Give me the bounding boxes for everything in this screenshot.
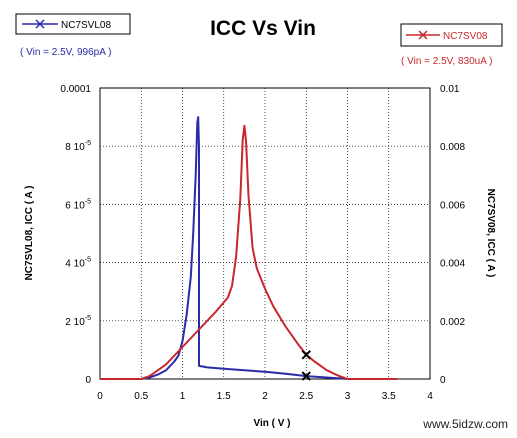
x-tick-label: 1.5 bbox=[217, 391, 231, 402]
series bbox=[100, 116, 397, 381]
y-tick-label-right: 0.004 bbox=[440, 259, 465, 270]
marker-nc7svl08 bbox=[301, 371, 311, 381]
y-tick-label-right: 0.008 bbox=[440, 142, 465, 153]
chart-title: ICC Vs Vin bbox=[210, 17, 316, 40]
series-line-nc7sv08 bbox=[100, 124, 397, 380]
legend-box-nc7svl08 bbox=[15, 13, 131, 35]
legend-marker-nc7svl08 bbox=[35, 19, 45, 29]
y-tick-label-left: 8 10-5 bbox=[65, 140, 91, 153]
x-tick-label: 3.5 bbox=[382, 391, 396, 402]
plot-frame bbox=[99, 87, 431, 380]
y-tick-label-left: 0.0001 bbox=[60, 84, 91, 95]
y-tick-label-left: 6 10-5 bbox=[65, 198, 91, 211]
legend-box-nc7sv08 bbox=[400, 23, 503, 47]
y-axis-label-right: NC7SV08, ICC ( A ) bbox=[485, 189, 496, 278]
marker-nc7sv08 bbox=[301, 350, 311, 360]
x-tick-label: 4 bbox=[427, 391, 433, 402]
x-axis-label: Vin ( V ) bbox=[253, 418, 290, 429]
legend-nc7sv08: NC7SV08 bbox=[400, 23, 503, 47]
grid bbox=[100, 88, 430, 379]
y-tick-label-right: 0 bbox=[440, 375, 446, 386]
note-nc7svl08: ( Vin = 2.5V, 996pA ) bbox=[20, 47, 111, 58]
note-nc7sv08: ( Vin = 2.5V, 830uA ) bbox=[401, 56, 492, 67]
x-tick-label: 0.5 bbox=[134, 391, 148, 402]
series-line-nc7svl08 bbox=[100, 116, 397, 380]
x-tick-label: 2 bbox=[262, 391, 268, 402]
y-tick-label-left: 4 10-5 bbox=[65, 257, 91, 270]
y-tick-label-right: 0.006 bbox=[440, 200, 465, 211]
y-tick-label-left: 0 bbox=[85, 375, 91, 386]
watermark: www.5idzw.com bbox=[422, 417, 508, 431]
x-tick-label: 2.5 bbox=[299, 391, 313, 402]
legend-nc7svl08: NC7SVL08 bbox=[15, 13, 131, 35]
x-tick-label: 1 bbox=[180, 391, 186, 402]
y-tick-label-right: 0.002 bbox=[440, 317, 465, 328]
x-tick-label: 0 bbox=[97, 391, 103, 402]
legend-label-nc7sv08: NC7SV08 bbox=[443, 31, 488, 42]
y-axis-label-left: NC7SVL08, ICC ( A ) bbox=[24, 186, 35, 281]
legend-marker-nc7sv08 bbox=[418, 30, 428, 40]
legend-label-nc7svl08: NC7SVL08 bbox=[61, 20, 111, 31]
y-tick-label-right: 0.01 bbox=[440, 84, 460, 95]
y-tick-label-left: 2 10-5 bbox=[65, 315, 91, 328]
x-tick-label: 3 bbox=[345, 391, 351, 402]
